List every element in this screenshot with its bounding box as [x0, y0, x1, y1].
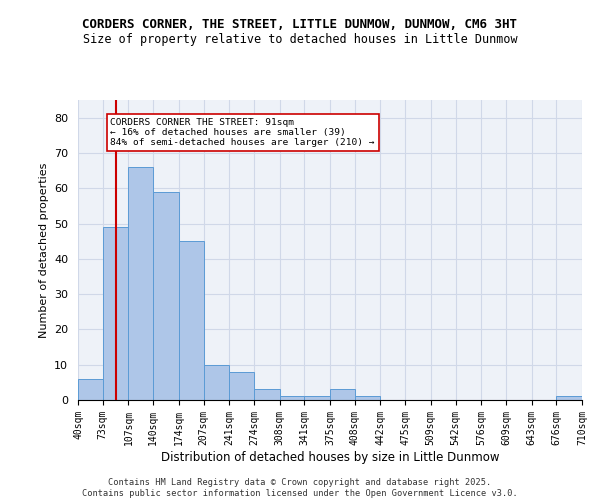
Text: CORDERS CORNER THE STREET: 91sqm
← 16% of detached houses are smaller (39)
84% o: CORDERS CORNER THE STREET: 91sqm ← 16% o… [110, 118, 375, 148]
Bar [229, 372, 254, 400]
Bar [355, 396, 380, 400]
Text: Contains HM Land Registry data © Crown copyright and database right 2025.
Contai: Contains HM Land Registry data © Crown c… [82, 478, 518, 498]
Bar [103, 227, 128, 400]
Bar [153, 192, 179, 400]
Text: CORDERS CORNER, THE STREET, LITTLE DUNMOW, DUNMOW, CM6 3HT: CORDERS CORNER, THE STREET, LITTLE DUNMO… [83, 18, 517, 30]
Text: Size of property relative to detached houses in Little Dunmow: Size of property relative to detached ho… [83, 32, 517, 46]
Bar [254, 390, 280, 400]
Bar [304, 396, 330, 400]
Bar [556, 396, 582, 400]
Bar [280, 396, 304, 400]
Bar [78, 379, 103, 400]
X-axis label: Distribution of detached houses by size in Little Dunmow: Distribution of detached houses by size … [161, 450, 499, 464]
Bar [179, 241, 203, 400]
Y-axis label: Number of detached properties: Number of detached properties [38, 162, 49, 338]
Bar [128, 167, 153, 400]
Bar [203, 364, 229, 400]
Bar [330, 390, 355, 400]
